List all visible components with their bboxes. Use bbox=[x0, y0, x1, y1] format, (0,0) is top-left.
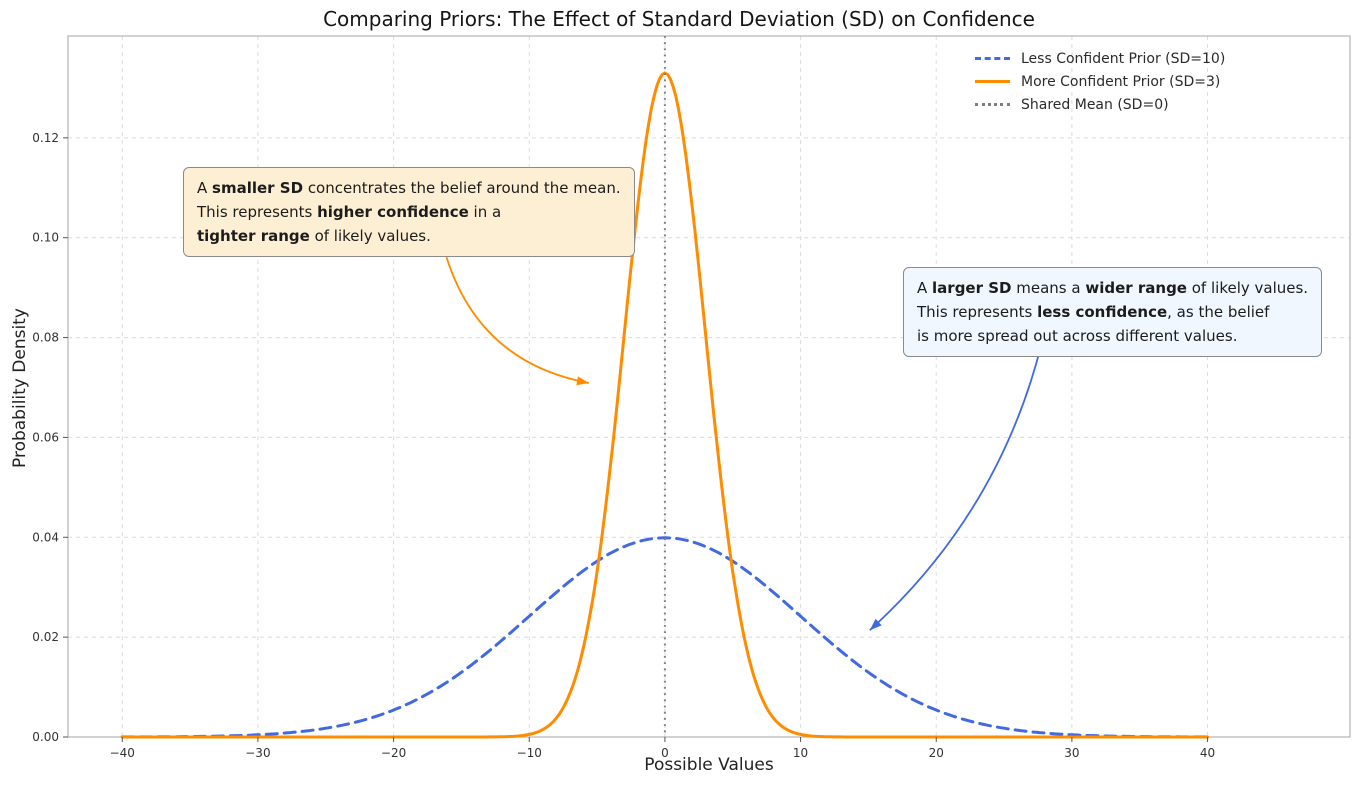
annotation-arrow bbox=[445, 256, 590, 384]
chart-title: Comparing Priors: The Effect of Standard… bbox=[323, 7, 1035, 31]
annotation-text-line: A larger SD means a wider range of likel… bbox=[917, 279, 1309, 297]
x-tick-label: 10 bbox=[793, 746, 808, 760]
legend-item: Shared Mean (SD=0) bbox=[975, 93, 1225, 116]
legend-item-label: Less Confident Prior (SD=10) bbox=[1021, 50, 1226, 67]
annotation-arrowhead bbox=[576, 376, 589, 386]
annotation-smaller-sd: A smaller SD concentrates the belief aro… bbox=[183, 167, 635, 257]
y-axis-label: Probability Density bbox=[10, 308, 30, 468]
annotation-text-line: is more spread out across different valu… bbox=[917, 327, 1238, 345]
y-tick-label: 0.10 bbox=[32, 231, 59, 245]
y-tick-label: 0.06 bbox=[32, 430, 59, 444]
annotation-text-line: This represents less confidence, as the … bbox=[917, 303, 1270, 321]
legend-item: More Confident Prior (SD=3) bbox=[975, 70, 1225, 93]
annotation-larger-sd: A larger SD means a wider range of likel… bbox=[903, 267, 1323, 357]
legend-line-sample bbox=[975, 103, 1010, 106]
x-tick-label: 20 bbox=[929, 746, 944, 760]
annotation-arrowhead bbox=[869, 618, 882, 631]
annotation-text-line: This represents higher confidence in a bbox=[197, 203, 502, 221]
plot-border bbox=[67, 35, 1351, 738]
legend: Less Confident Prior (SD=10) More Confide… bbox=[975, 47, 1225, 116]
y-tick-label: 0.00 bbox=[32, 730, 59, 744]
prior-curve-sd10 bbox=[120, 536, 1210, 739]
y-tick-label: 0.08 bbox=[32, 331, 59, 345]
x-tick-label: 0 bbox=[661, 746, 669, 760]
legend-item-label: Shared Mean (SD=0) bbox=[1021, 96, 1169, 113]
x-tick-label: 40 bbox=[1200, 746, 1215, 760]
x-tick-label: −10 bbox=[517, 746, 542, 760]
y-tick-label: 0.02 bbox=[32, 630, 59, 644]
legend-item-label: More Confident Prior (SD=3) bbox=[1021, 73, 1221, 90]
prior-curve-sd3 bbox=[120, 71, 1210, 739]
annotation-arrow bbox=[869, 346, 1042, 631]
legend-line-sample bbox=[975, 57, 1010, 60]
y-tick-label: 0.12 bbox=[32, 131, 59, 145]
x-tick-label: 30 bbox=[1064, 746, 1079, 760]
x-tick-label: −20 bbox=[381, 746, 406, 760]
x-tick-label: −40 bbox=[110, 746, 135, 760]
y-tick-label: 0.04 bbox=[32, 530, 59, 544]
x-axis-label: Possible Values bbox=[644, 755, 774, 775]
annotation-text-line: A smaller SD concentrates the belief aro… bbox=[197, 179, 621, 197]
x-tick-label: −30 bbox=[245, 746, 270, 760]
legend-line-sample bbox=[975, 80, 1010, 83]
annotation-text-line: tighter range of likely values. bbox=[197, 227, 431, 245]
legend-item: Less Confident Prior (SD=10) bbox=[975, 47, 1225, 70]
